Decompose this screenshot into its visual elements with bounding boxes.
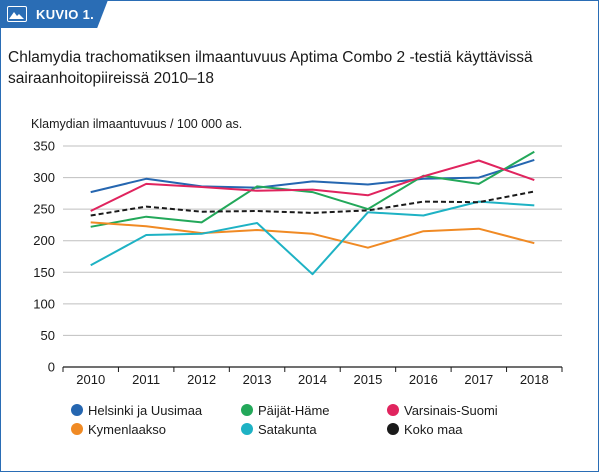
legend-item: Kymenlaakso — [71, 420, 166, 438]
y-tick-label: 300 — [33, 170, 55, 185]
figure-number: KUVIO 1. — [36, 6, 95, 22]
legend-item: Satakunta — [241, 420, 317, 438]
x-tick-label: 2010 — [76, 372, 105, 387]
x-tick-label: 2016 — [409, 372, 438, 387]
legend-label: Kymenlaakso — [88, 421, 167, 437]
legend-label: Satakunta — [258, 421, 317, 437]
x-tick-label: 2015 — [353, 372, 382, 387]
legend-marker — [71, 423, 83, 435]
x-tick-label: 2017 — [464, 372, 493, 387]
legend-marker — [387, 404, 399, 416]
legend-marker — [71, 404, 83, 416]
x-tick-label: 2012 — [187, 372, 216, 387]
series-line-helsinki-ja-uusimaa — [90, 158, 535, 194]
chart-legend: Helsinki ja Uusimaa Päijät-Häme Varsinais-… — [71, 401, 591, 441]
y-tick-label: 350 — [33, 139, 55, 154]
legend-label: Koko maa — [404, 421, 463, 437]
series-line-satakunta — [90, 200, 535, 276]
x-tick-label: 2018 — [520, 372, 549, 387]
x-tick-label: 2013 — [243, 372, 272, 387]
legend-marker — [387, 423, 399, 435]
series-line-kymenlaakso — [90, 221, 535, 249]
legend-label: Päijät-Häme — [258, 402, 330, 418]
y-tick-label: 250 — [33, 202, 55, 217]
series-line-p-ij-t-h-me — [90, 150, 535, 228]
legend-marker — [241, 423, 253, 435]
legend-label: Varsinais-Suomi — [404, 402, 498, 418]
series-line-varsinais-suomi — [90, 159, 535, 212]
line-chart: 0 50 100 150 200 250 300 350 2010 2011 2012 2013 201… — [33, 139, 563, 387]
legend-item: Koko maa — [387, 420, 463, 438]
y-axis-label: Klamydian ilmaantuvuus / 100 000 as. — [31, 117, 243, 131]
image-icon — [7, 6, 27, 22]
legend-item: Helsinki ja Uusimaa — [71, 401, 202, 419]
y-tick-label: 150 — [33, 265, 55, 280]
y-tick-label: 0 — [48, 360, 55, 375]
legend-label: Helsinki ja Uusimaa — [88, 402, 203, 418]
y-tick-label: 200 — [33, 233, 55, 248]
legend-marker — [241, 404, 253, 416]
series-line-koko-maa — [90, 190, 535, 217]
legend-item: Varsinais-Suomi — [387, 401, 498, 419]
y-tick-label: 50 — [41, 328, 55, 343]
legend-item: Päijät-Häme — [241, 401, 330, 419]
y-tick-label: 100 — [33, 296, 55, 311]
x-tick-label: 2011 — [132, 372, 160, 387]
x-tick-label: 2014 — [298, 372, 327, 387]
chart-title: Chlamydia trachomatiksen ilmaantuvuus Ap… — [8, 49, 533, 87]
figure-tab: KUVIO 1. — [0, 0, 108, 28]
